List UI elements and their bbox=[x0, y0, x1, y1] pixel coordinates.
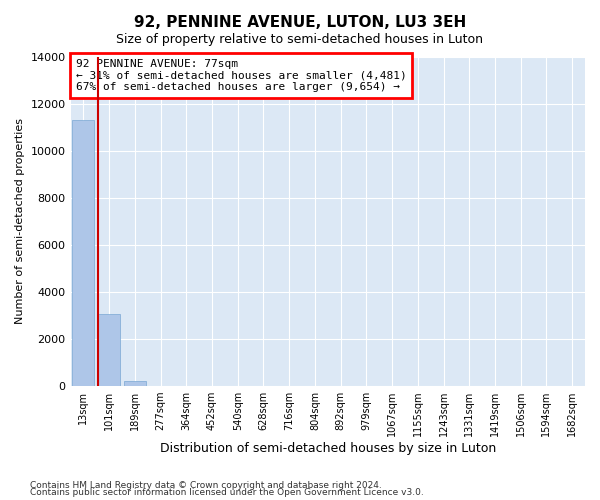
Bar bbox=[98, 314, 120, 386]
Y-axis label: Number of semi-detached properties: Number of semi-detached properties bbox=[15, 118, 25, 324]
Bar bbox=[73, 120, 94, 386]
Text: Size of property relative to semi-detached houses in Luton: Size of property relative to semi-detach… bbox=[116, 32, 484, 46]
Bar bbox=[124, 382, 146, 386]
Text: 92, PENNINE AVENUE, LUTON, LU3 3EH: 92, PENNINE AVENUE, LUTON, LU3 3EH bbox=[134, 15, 466, 30]
Text: Contains public sector information licensed under the Open Government Licence v3: Contains public sector information licen… bbox=[30, 488, 424, 497]
Text: 92 PENNINE AVENUE: 77sqm
← 31% of semi-detached houses are smaller (4,481)
67% o: 92 PENNINE AVENUE: 77sqm ← 31% of semi-d… bbox=[76, 59, 406, 92]
X-axis label: Distribution of semi-detached houses by size in Luton: Distribution of semi-detached houses by … bbox=[160, 442, 496, 455]
Text: Contains HM Land Registry data © Crown copyright and database right 2024.: Contains HM Land Registry data © Crown c… bbox=[30, 480, 382, 490]
